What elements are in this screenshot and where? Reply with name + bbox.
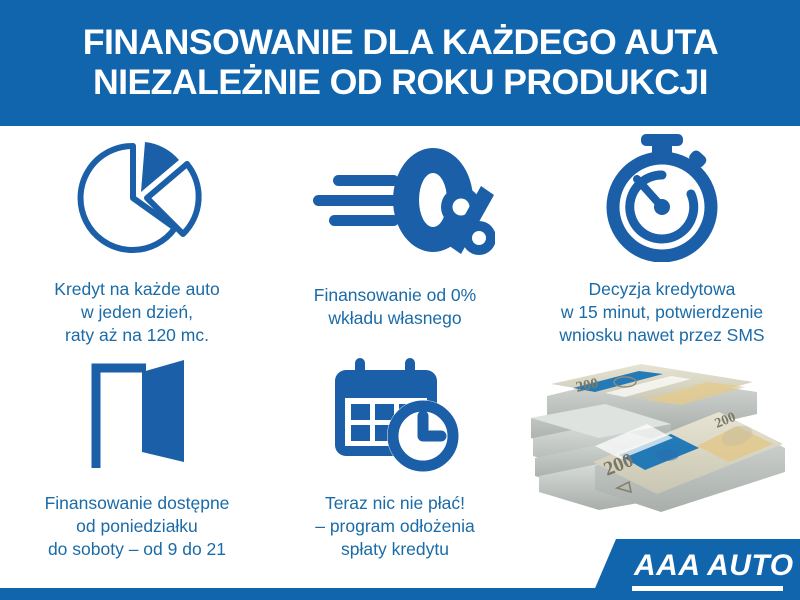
feature-credit-caption: Kredyt na każde auto w jeden dzień, raty… <box>54 278 219 347</box>
caption-line: Kredyt na każde auto <box>54 279 220 299</box>
feature-decision: Decyzja kredytowa w 15 minut, potwierdze… <box>524 134 800 347</box>
open-door-icon <box>72 354 202 474</box>
caption-line: w 15 minut, potwierdzenie <box>560 302 764 323</box>
aaa-auto-logo[interactable]: AAA AUTO <box>590 539 800 600</box>
stopwatch-icon <box>597 134 727 262</box>
caption-line: Finansowanie dostępne <box>44 493 230 513</box>
svg-text:200: 200 <box>713 410 738 432</box>
caption-line: wkładu własnego <box>328 308 462 329</box>
features-grid: Kredyt na każde auto w jeden dzień, raty… <box>0 126 800 600</box>
feature-deferred-payment-caption: Teraz nic nie płać! – program odłożenia … <box>315 492 475 561</box>
feature-opening-hours-caption: Finansowanie dostępne od poniedziałku do… <box>45 492 230 561</box>
feature-credit: Kredyt na każde auto w jeden dzień, raty… <box>8 134 266 347</box>
caption-line: do soboty – od 9 do 21 <box>47 539 227 560</box>
logo-underline <box>632 586 783 591</box>
feature-opening-hours: Finansowanie dostępne od poniedziałku do… <box>8 354 266 561</box>
headline-line-2: NIEZALEŻNIE OD ROKU PRODUKCJI <box>92 63 709 102</box>
feature-deferred-payment: Teraz nic nie płać! – program odłożenia … <box>266 354 524 561</box>
caption-line: Teraz nic nie płać! <box>324 493 466 513</box>
banknote-stacks-image: 200 200 200 <box>521 362 787 514</box>
calendar-clock-icon <box>327 354 463 474</box>
zero-percent-icon <box>295 134 495 262</box>
caption-line: wniosku nawet przez SMS <box>559 325 765 346</box>
feature-zero-percent: Finansowanie od 0% wkładu własnego <box>266 134 524 330</box>
caption-line: spłaty kredytu <box>341 539 449 560</box>
caption-line: Decyzja kredytowa <box>588 279 736 299</box>
caption-line: w jeden dzień, <box>81 302 193 323</box>
svg-text:200: 200 <box>575 376 600 396</box>
caption-line: od poniedziałku <box>76 516 198 537</box>
pie-chart-icon <box>67 134 207 262</box>
caption-line: Finansowanie od 0% <box>313 285 477 305</box>
feature-zero-percent-caption: Finansowanie od 0% wkładu własnego <box>314 284 476 330</box>
caption-line: – program odłożenia <box>315 516 475 537</box>
logo-text: AAA AUTO <box>634 549 794 582</box>
feature-decision-caption: Decyzja kredytowa w 15 minut, potwierdze… <box>559 278 764 347</box>
header-banner: FINANSOWANIE DLA KAŻDEGO AUTA NIEZALEŻNI… <box>0 0 800 126</box>
caption-line: raty aż na 120 mc. <box>65 325 209 346</box>
headline-line-1: FINANSOWANIE DLA KAŻDEGO AUTA <box>82 23 718 63</box>
